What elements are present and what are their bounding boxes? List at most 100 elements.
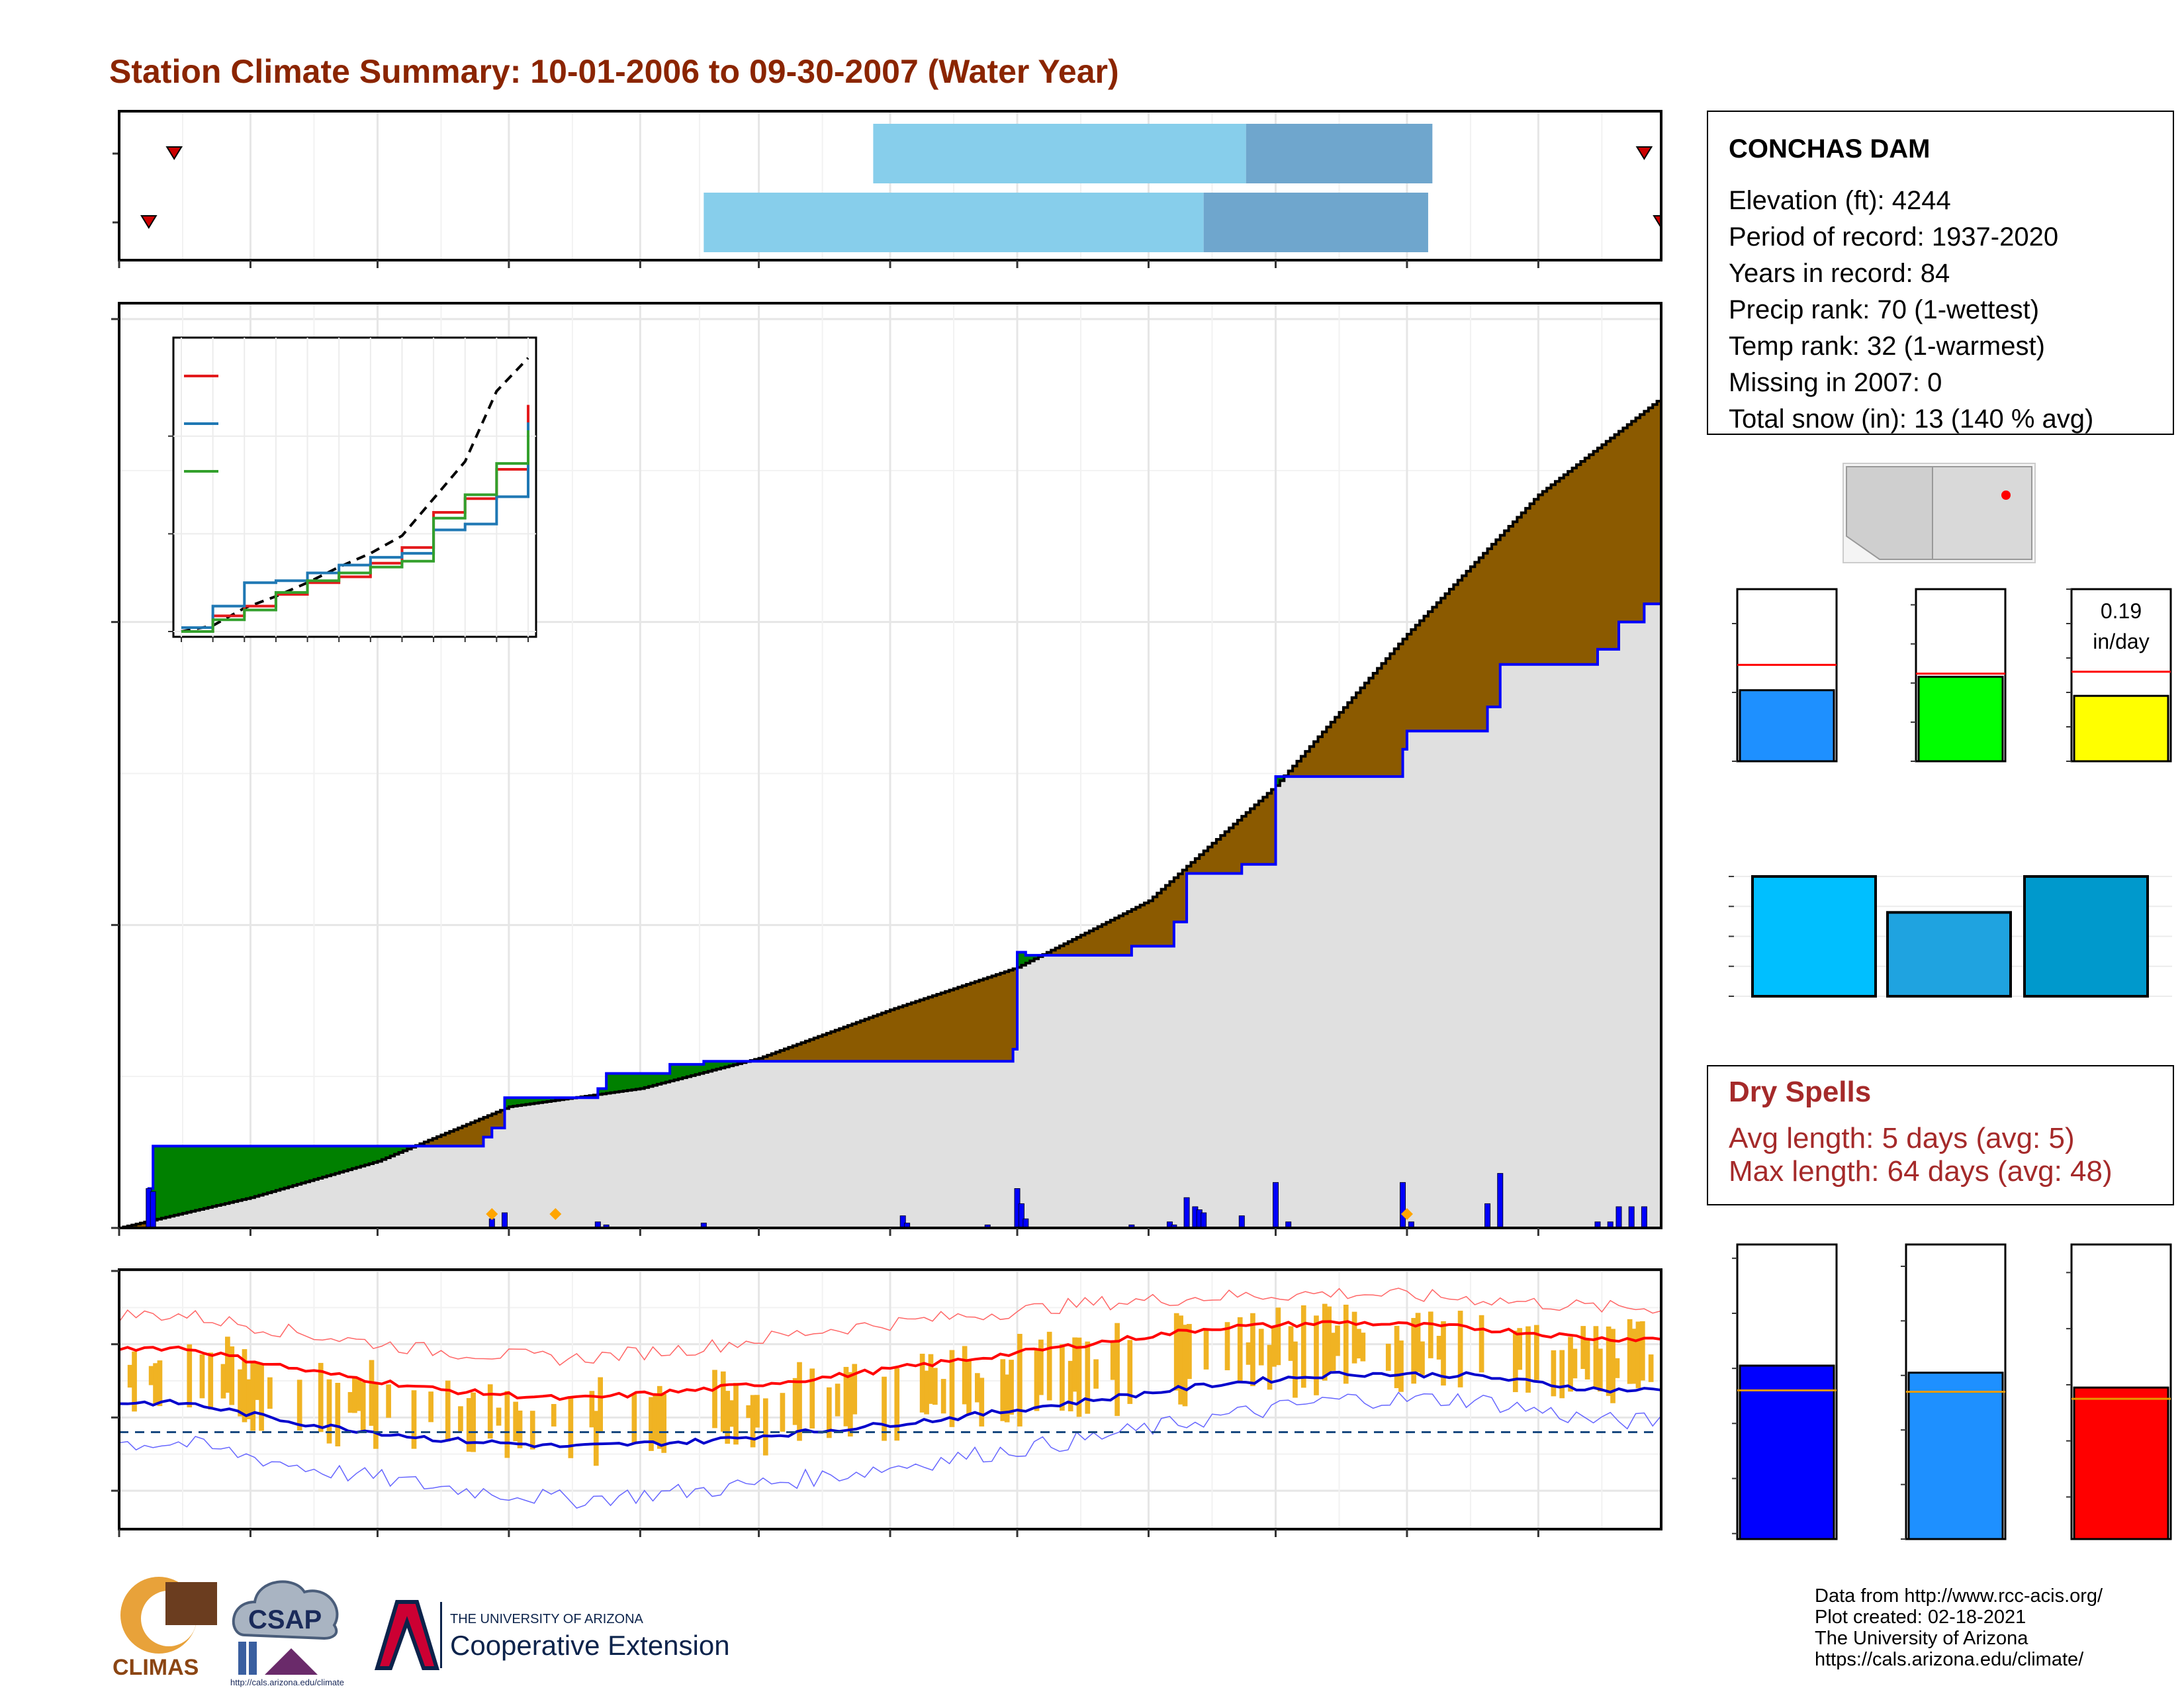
- daily-temp-bar: [949, 1350, 955, 1427]
- timing-bar-50-75: [1246, 124, 1433, 183]
- daily-temp-bar: [780, 1393, 786, 1432]
- daily-temp-bar: [326, 1379, 332, 1444]
- daily-temp-bar: [792, 1378, 798, 1425]
- daily-temp-bar: [242, 1349, 248, 1423]
- inset-series-2007: [181, 430, 529, 633]
- daily-temp-bar: [1178, 1315, 1183, 1405]
- daily-temp-bar: [1551, 1350, 1557, 1397]
- daily-temp-bar: [966, 1360, 972, 1415]
- inset-plot-area: [172, 336, 537, 638]
- ua-logo[interactable]: THE UNIVERSITY OF ARIZONA Cooperative Ex…: [374, 1600, 730, 1670]
- climas-logo: CLIMAS: [113, 1577, 217, 1680]
- station-elevation: Elevation (ft): 4244: [1729, 186, 1951, 215]
- ua-line1: THE UNIVERSITY OF ARIZONA: [450, 1612, 644, 1626]
- daily-temp-bar: [267, 1377, 273, 1409]
- precip-panel: [111, 302, 1662, 1236]
- daily-temp-bar: [373, 1382, 379, 1449]
- daily-precip-bar: [1273, 1182, 1279, 1229]
- daily-temp-bar: [250, 1362, 256, 1431]
- daily-temp-bar: [1004, 1374, 1010, 1423]
- last-event-marker: [1635, 146, 1653, 160]
- daily-temp-bar: [356, 1380, 362, 1411]
- precip-events-panel: [1729, 864, 2172, 1003]
- first-event-marker: [165, 146, 183, 160]
- daily-temp-bar: [445, 1380, 451, 1442]
- timing-panel: [113, 110, 1662, 268]
- climas-label: CLIMAS: [113, 1655, 199, 1680]
- daily-precip-bar: [502, 1212, 508, 1229]
- daily-temp-bar: [1038, 1339, 1044, 1395]
- daily-temp-bar: [720, 1371, 726, 1432]
- daily-temp-bar: [1559, 1350, 1565, 1399]
- daily-temp-bar: [826, 1387, 832, 1438]
- daily-temp-bar: [335, 1383, 341, 1446]
- stat-panel-t-mean: [1901, 1243, 2007, 1540]
- daily-temp-bar: [733, 1383, 739, 1445]
- stat-bar: [1907, 1372, 2004, 1540]
- daily-temp-bar: [238, 1369, 243, 1417]
- ua-line2: Cooperative Extension: [450, 1630, 730, 1661]
- daily-precip-bar: [1400, 1182, 1406, 1229]
- timing-bar-25-50: [873, 124, 1246, 183]
- events-bar-moderate: [1886, 911, 2012, 998]
- daily-temp-bar: [1457, 1311, 1463, 1387]
- record-max-line: [118, 1288, 1662, 1366]
- daily-precip-bar: [1023, 1218, 1029, 1229]
- timing-row-avg: [165, 124, 1653, 183]
- daily-temp-bar: [1246, 1342, 1251, 1365]
- daily-temp-bar: [979, 1378, 985, 1427]
- daily-temp-bar: [1525, 1326, 1531, 1393]
- daily-temp-bar: [127, 1364, 133, 1388]
- daily-temp-bar: [1182, 1325, 1188, 1407]
- daily-temp-bar: [593, 1411, 599, 1466]
- daily-temp-bar: [132, 1351, 137, 1412]
- daily-temp-bar: [1060, 1344, 1065, 1411]
- temp-panel: [111, 1268, 1662, 1537]
- daily-temp-bar: [1627, 1319, 1633, 1384]
- daily-temp-bar: [199, 1354, 205, 1399]
- daily-temp-bar: [1326, 1306, 1332, 1374]
- daily-temp-bar: [360, 1382, 366, 1430]
- daily-temp-bar: [653, 1395, 659, 1443]
- daily-temp-bar: [1335, 1325, 1340, 1356]
- inset-series-1954: [181, 422, 529, 630]
- stat-value-unit: in/day: [2093, 630, 2149, 653]
- daily-temp-bar: [1300, 1305, 1306, 1388]
- stat-bar: [2073, 694, 2169, 763]
- daily-temp-bar: [1479, 1315, 1484, 1373]
- daily-temp-bar: [1068, 1360, 1073, 1412]
- daily-temp-bar: [1436, 1335, 1442, 1360]
- daily-temp-bar: [1000, 1359, 1006, 1421]
- daily-temp-bar: [568, 1396, 574, 1458]
- daily-temp-bar: [933, 1368, 938, 1405]
- daily-temp-bar: [1639, 1321, 1645, 1381]
- daily-temp-bar: [318, 1362, 324, 1432]
- daily-temp-bar: [487, 1384, 493, 1439]
- stat-panel-precip: [1732, 588, 1838, 763]
- daily-temp-bar: [529, 1411, 535, 1450]
- footer-credits: Data from http://www.rcc-acis.org/ Plot …: [1815, 1585, 2103, 1670]
- daily-temp-bar: [496, 1407, 502, 1426]
- footer-website[interactable]: https://cals.arizona.edu/climate/: [1815, 1649, 2084, 1670]
- daily-temp-bar: [187, 1344, 193, 1408]
- station-missing: Missing in 2007: 0: [1729, 368, 1942, 397]
- daily-temp-bar: [729, 1400, 735, 1427]
- daily-temp-bar: [1606, 1326, 1612, 1396]
- daily-temp-bar: [847, 1372, 853, 1437]
- daily-temp-bar: [1517, 1328, 1523, 1370]
- daily-temp-bar: [882, 1376, 887, 1441]
- footer-data-source[interactable]: Data from http://www.rcc-acis.org/: [1815, 1585, 2103, 1607]
- station-name: CONCHAS DAM: [1729, 134, 1930, 164]
- daily-temp-bar: [1322, 1303, 1328, 1381]
- precip-cumulative-fill: [119, 602, 1661, 1228]
- daily-precip-bar: [1497, 1173, 1504, 1229]
- page-title: Station Climate Summary: 10-01-2006 to 0…: [109, 53, 1119, 90]
- stat-panel-t-min: [1732, 1243, 1838, 1540]
- daily-temp-bar: [220, 1364, 226, 1399]
- daily-temp-bar: [631, 1393, 637, 1443]
- events-bar-heavy: [2023, 875, 2149, 998]
- record-min-line: [118, 1391, 1662, 1509]
- daily-temp-bar: [1267, 1344, 1273, 1390]
- daily-temp-bar: [513, 1401, 518, 1442]
- daily-temp-bar: [1394, 1325, 1400, 1389]
